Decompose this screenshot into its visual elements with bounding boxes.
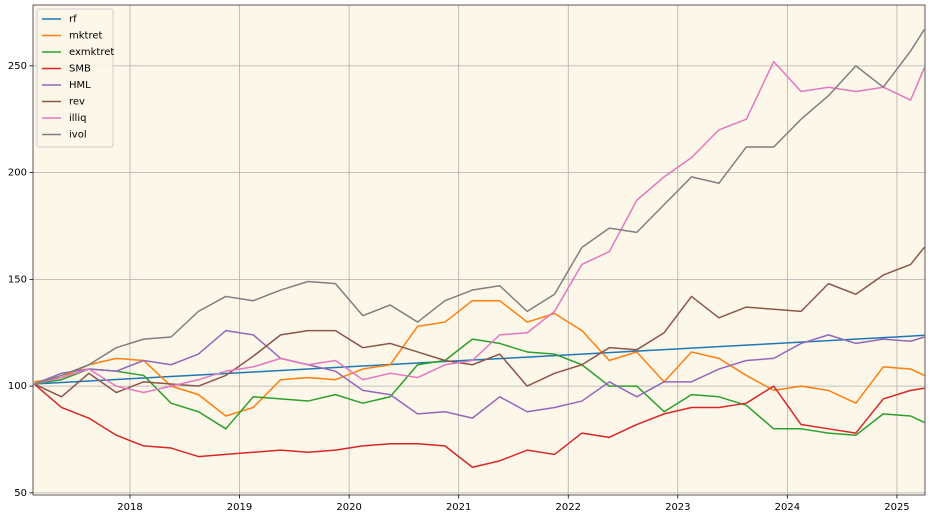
x-tick-label: 2019	[227, 502, 252, 513]
series-line	[33, 338, 925, 436]
legend-label: HML	[69, 80, 91, 91]
x-tick-label: 2022	[556, 502, 581, 513]
legend-label: illiq	[69, 113, 86, 124]
legend-label: ivol	[69, 130, 87, 141]
lines	[33, 29, 926, 468]
x-tick-label: 2018	[117, 502, 142, 513]
y-tick-label: 200	[8, 168, 27, 179]
y-tick-label: 150	[8, 274, 27, 285]
plot-frame	[32, 4, 926, 496]
grid	[33, 5, 925, 495]
legend-label: rf	[69, 14, 77, 25]
legend: rf mktret exmktret SMB HML rev illiq ivol	[36, 8, 114, 148]
legend-label: exmktret	[69, 47, 114, 58]
x-tick-label: 2021	[446, 502, 471, 513]
legend-label: SMB	[69, 64, 91, 75]
series-line	[33, 299, 925, 417]
legend-label: mktret	[69, 31, 102, 42]
x-tick-label: 2020	[336, 502, 361, 513]
y-tick-label: 100	[8, 381, 27, 392]
legend-label: rev	[69, 97, 85, 108]
series-line	[33, 383, 925, 468]
y-tick-label: 250	[8, 61, 27, 72]
series-line	[33, 60, 926, 394]
axes: 50 100 150 200 250 2018 2019 2020 2021 2022 2023 20…	[8, 61, 910, 513]
x-tick-label: 2023	[665, 502, 690, 513]
x-tick-label: 2024	[775, 502, 800, 513]
series-line	[33, 329, 925, 419]
series-line	[33, 246, 925, 398]
plot-background	[33, 5, 925, 495]
series-line	[33, 29, 925, 385]
x-tick-label: 2025	[884, 502, 909, 513]
legend-box	[36, 8, 114, 148]
y-tick-label: 50	[14, 488, 27, 499]
